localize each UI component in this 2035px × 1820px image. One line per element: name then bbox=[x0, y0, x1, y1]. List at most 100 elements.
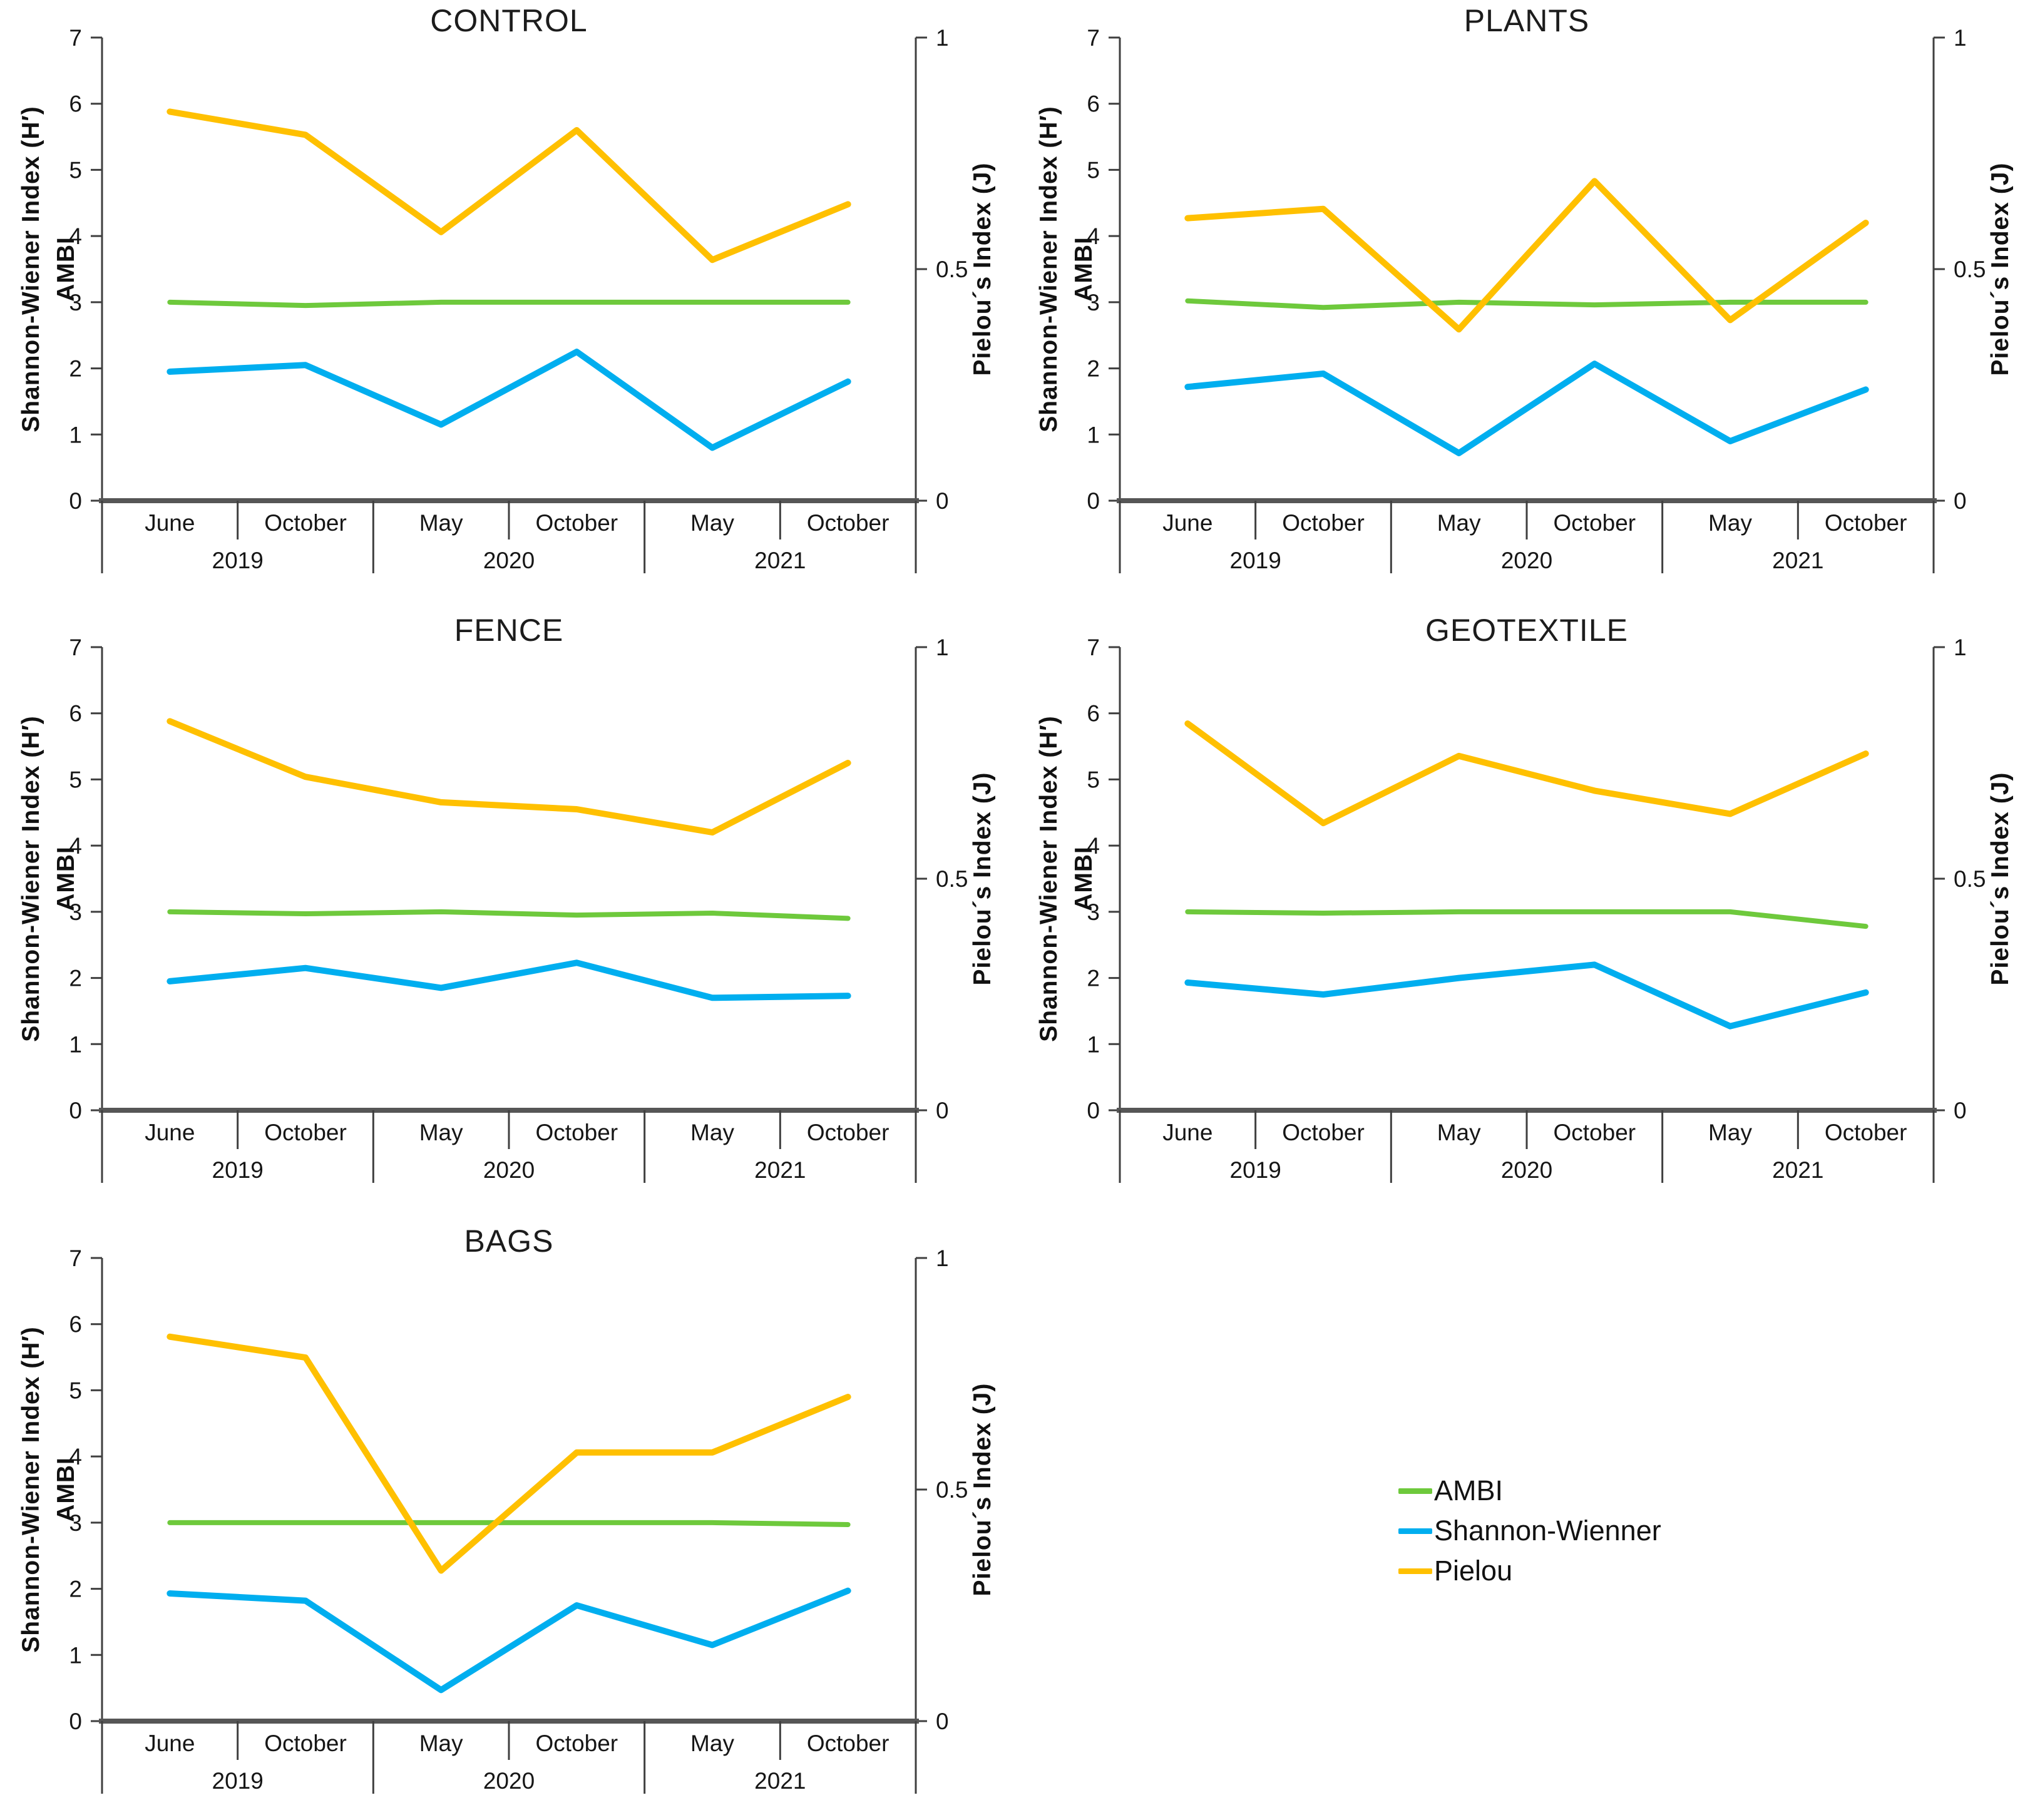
month-label: October bbox=[807, 1731, 889, 1756]
y-tick-label-left: 2 bbox=[1087, 356, 1100, 382]
legend: AMBI Shannon-Wienner Pielou bbox=[1023, 1220, 2035, 1818]
series-shannon-line bbox=[167, 1587, 851, 1694]
left-axis-title-ambi: AMBI bbox=[53, 846, 79, 911]
series-ambi-line bbox=[167, 1520, 851, 1527]
y-tick-label-left: 3 bbox=[69, 899, 82, 925]
series-shannon-line bbox=[167, 959, 851, 1001]
legend-label-ambi: AMBI bbox=[1434, 1475, 1504, 1506]
year-label: 2019 bbox=[212, 1768, 264, 1794]
y-tick-label-left: 3 bbox=[69, 1510, 82, 1536]
left-axis-title: Shannon-Wiener Index (H′) bbox=[18, 106, 44, 432]
month-label: May bbox=[419, 1120, 463, 1145]
y-tick-label-right: 0.5 bbox=[936, 866, 968, 892]
chart-title-control: CONTROL bbox=[430, 3, 588, 38]
month-label: May bbox=[419, 1731, 463, 1756]
y-tick-label-left: 5 bbox=[69, 157, 82, 183]
series-shannon-line bbox=[167, 349, 851, 451]
y-tick-label-right: 1 bbox=[1954, 25, 1967, 51]
series-shannon-line bbox=[1184, 360, 1869, 456]
y-tick-label-left: 0 bbox=[69, 488, 82, 514]
legend-swatch-ambi-line bbox=[1398, 1488, 1432, 1494]
chart-panel-bags: 7 6 5 4 3 2 1 0 1 0.5 0 June October May October May Oct… bbox=[5, 1220, 1019, 1820]
legend-item-pielou: Pielou bbox=[1398, 1551, 1661, 1591]
y-tick-label-right: 0 bbox=[936, 1098, 949, 1123]
series-ambi-line bbox=[167, 299, 851, 309]
plot-area-plants: 7 6 5 4 3 2 1 0 1 0.5 0 June October May October May Oct… bbox=[1087, 25, 1986, 573]
year-label: 2020 bbox=[483, 548, 535, 573]
month-label: October bbox=[264, 1731, 347, 1756]
y-tick-label-left: 5 bbox=[1087, 767, 1100, 792]
year-label: 2021 bbox=[754, 1768, 806, 1794]
y-tick-label-left: 0 bbox=[1087, 1098, 1100, 1123]
year-label: 2021 bbox=[1772, 1157, 1823, 1183]
month-label: October bbox=[1282, 510, 1365, 536]
month-label: May bbox=[690, 1731, 734, 1756]
y-tick-label-left: 0 bbox=[69, 1709, 82, 1734]
left-axis-title: Shannon-Wiener Index (H′) bbox=[1035, 715, 1062, 1042]
month-label: October bbox=[1825, 510, 1907, 536]
month-label: May bbox=[690, 510, 734, 536]
month-label: June bbox=[1162, 510, 1212, 536]
y-tick-label-left: 1 bbox=[69, 1642, 82, 1668]
y-tick-label-right: 1 bbox=[936, 25, 949, 51]
y-tick-label-left: 1 bbox=[1087, 422, 1100, 447]
legend-block: AMBI Shannon-Wienner Pielou bbox=[1398, 1471, 1661, 1591]
series-shannon-line bbox=[1184, 961, 1869, 1030]
y-tick-label-left: 1 bbox=[69, 422, 82, 447]
right-axis-title: Pielou´s Index (J) bbox=[969, 772, 996, 986]
month-label: October bbox=[264, 1120, 347, 1145]
left-axis-title: Shannon-Wiener Index (H′) bbox=[18, 1326, 44, 1653]
y-tick-label-left: 6 bbox=[69, 91, 82, 117]
year-label: 2019 bbox=[1230, 548, 1281, 573]
y-tick-label-right: 0 bbox=[1954, 1098, 1967, 1123]
y-tick-label-left: 6 bbox=[1087, 91, 1100, 117]
y-tick-label-left: 2 bbox=[69, 1577, 82, 1602]
month-label: October bbox=[1554, 1120, 1636, 1145]
y-tick-label-left: 6 bbox=[1087, 701, 1100, 727]
series-pielou-line bbox=[1184, 720, 1869, 827]
month-label: May bbox=[690, 1120, 734, 1145]
month-label: May bbox=[419, 510, 463, 536]
legend-label-shannon: Shannon-Wienner bbox=[1434, 1515, 1661, 1546]
legend-swatch-pielou-line bbox=[1398, 1568, 1432, 1574]
legend-label-pielou: Pielou bbox=[1434, 1555, 1513, 1587]
y-tick-label-left: 4 bbox=[69, 1444, 82, 1470]
y-tick-label-left: 7 bbox=[1087, 25, 1100, 51]
legend-item-ambi: AMBI bbox=[1398, 1471, 1661, 1511]
month-label: October bbox=[807, 1120, 889, 1145]
y-tick-label-left: 2 bbox=[69, 966, 82, 991]
y-tick-label-left: 5 bbox=[1087, 157, 1100, 183]
year-label: 2019 bbox=[1230, 1157, 1281, 1183]
chart-title-geotextile: GEOTEXTILE bbox=[1425, 613, 1628, 648]
y-tick-label-right: 0 bbox=[936, 488, 949, 514]
month-label: May bbox=[1708, 510, 1752, 536]
y-tick-label-left: 1 bbox=[1087, 1031, 1100, 1057]
left-axis-title-ambi: AMBI bbox=[1070, 237, 1097, 302]
month-label: June bbox=[145, 510, 195, 536]
plot-area-control: 7 6 5 4 3 2 1 0 1 0.5 0 June October May October May Oct… bbox=[69, 25, 968, 573]
series-pielou-line bbox=[167, 108, 851, 263]
series-ambi-line bbox=[167, 909, 851, 921]
y-tick-label-right: 1 bbox=[936, 635, 949, 660]
y-tick-label-right: 0.5 bbox=[1954, 257, 1986, 282]
left-axis-title-ambi: AMBI bbox=[53, 1457, 79, 1522]
plot-area-fence: 7 6 5 4 3 2 1 0 1 0.5 0 June October May October May Oct… bbox=[69, 635, 968, 1183]
month-label: October bbox=[264, 510, 347, 536]
series-ambi-line bbox=[1185, 298, 1868, 310]
y-tick-label-right: 0.5 bbox=[936, 257, 968, 282]
y-tick-label-right: 1 bbox=[1954, 635, 1967, 660]
year-label: 2020 bbox=[1501, 1157, 1552, 1183]
left-axis-title: Shannon-Wiener Index (H′) bbox=[18, 715, 44, 1042]
chart-title-fence: FENCE bbox=[454, 613, 564, 648]
month-label: October bbox=[536, 1120, 618, 1145]
plot-area-bags: 7 6 5 4 3 2 1 0 1 0.5 0 June October May October May Oct… bbox=[69, 1245, 968, 1794]
y-tick-label-right: 0 bbox=[936, 1709, 949, 1734]
year-label: 2020 bbox=[1501, 548, 1552, 573]
chart-title-bags: BAGS bbox=[464, 1224, 554, 1259]
y-tick-label-left: 0 bbox=[69, 1098, 82, 1123]
chart-panel-geotextile: 7 6 5 4 3 2 1 0 1 0.5 0 June October May October May Oct… bbox=[1023, 610, 2035, 1209]
y-tick-label-left: 7 bbox=[69, 25, 82, 51]
y-tick-label-left: 2 bbox=[69, 356, 82, 382]
legend-swatch-shannon-line bbox=[1398, 1528, 1432, 1534]
y-tick-label-left: 6 bbox=[69, 1312, 82, 1337]
